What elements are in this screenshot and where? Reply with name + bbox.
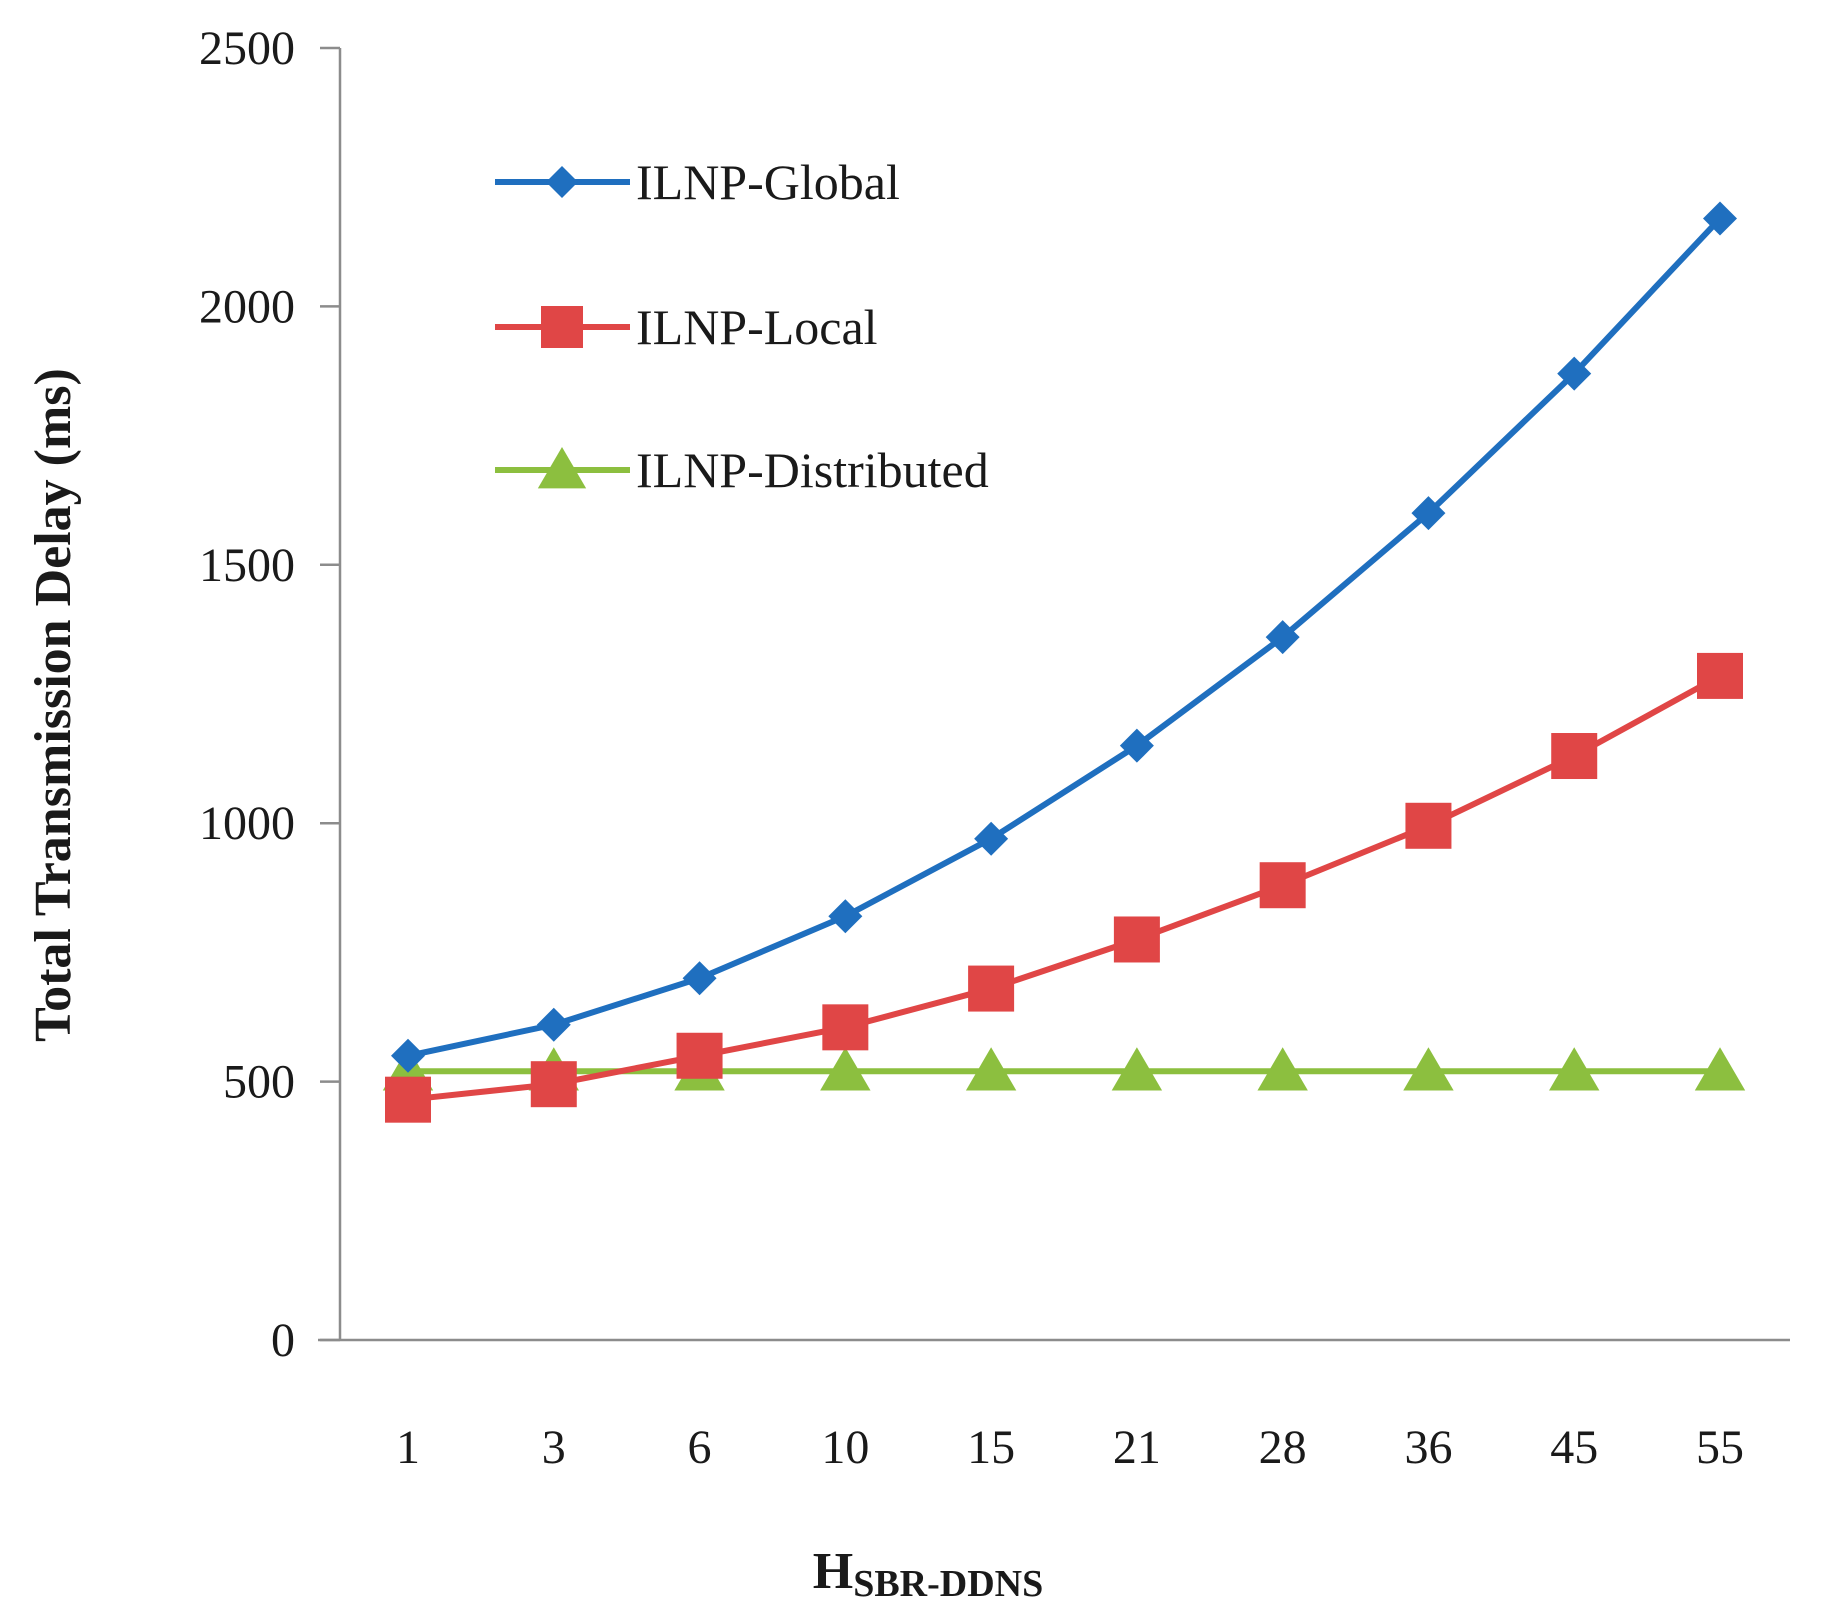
y-tick-label: 1000 <box>199 797 295 850</box>
data-point-diamond <box>1703 201 1737 236</box>
data-point-triangle <box>965 1047 1017 1091</box>
legend: ILNP-Global ILNP-Local ILNP-Distributed <box>495 154 989 498</box>
data-point-triangle <box>1111 1047 1163 1091</box>
data-point-diamond <box>1411 496 1446 531</box>
series-line <box>407 216 1723 1059</box>
data-point-triangle <box>1549 1047 1600 1091</box>
series-layer <box>382 201 1746 1123</box>
data-point-diamond <box>1265 620 1300 655</box>
data-point-square <box>1259 862 1306 909</box>
data-point-square <box>1113 916 1160 963</box>
data-point-square <box>676 1032 723 1079</box>
x-axis-title-subscript: SBR-DDNS <box>853 1563 1043 1605</box>
x-tick-label: 15 <box>967 1421 1015 1474</box>
data-point-diamond <box>828 899 863 934</box>
data-point-diamond <box>974 821 1009 856</box>
data-point-triangle <box>1403 1047 1454 1091</box>
y-tick-label: 2500 <box>199 22 295 75</box>
x-tick-label: 6 <box>688 1421 712 1474</box>
data-point-diamond <box>391 1038 425 1073</box>
x-axis-ticks: 1 3 6 10 15 21 28 36 45 55 <box>396 1421 1744 1474</box>
data-point-diamond <box>536 1007 571 1042</box>
series-ilnp-distributed <box>382 1047 1746 1091</box>
x-tick-label: 10 <box>821 1421 869 1474</box>
x-tick-label: 3 <box>542 1421 566 1474</box>
legend-label: ILNP-Local <box>636 299 878 355</box>
x-tick-label: 36 <box>1404 1421 1452 1474</box>
legend-item-ilnp-global: ILNP-Global <box>495 154 900 210</box>
y-tick-label: 0 <box>271 1314 295 1367</box>
x-tick-label: 28 <box>1259 1421 1307 1474</box>
series-ilnp-global <box>391 201 1737 1073</box>
y-tick-label: 2000 <box>199 280 295 333</box>
data-point-square <box>385 1076 431 1123</box>
y-tick-label: 500 <box>223 1056 295 1109</box>
x-axis-title: HSBR-DDNS <box>813 1543 1044 1605</box>
data-point-diamond <box>546 166 578 198</box>
y-axis-title: Total Transmission Delay (ms) <box>25 368 82 1042</box>
legend-label: ILNP-Distributed <box>636 442 989 498</box>
series-line <box>407 673 1722 1103</box>
data-point-triangle <box>1694 1047 1746 1091</box>
legend-item-ilnp-local: ILNP-Local <box>495 299 878 355</box>
x-tick-label: 45 <box>1550 1421 1598 1474</box>
y-axis-ticks: 0 500 1000 1500 2000 2500 <box>199 22 340 1367</box>
x-tick-label: 1 <box>396 1421 420 1474</box>
data-point-square <box>1405 802 1452 849</box>
data-point-triangle <box>1257 1047 1308 1091</box>
data-point-diamond <box>682 961 717 996</box>
data-point-triangle <box>537 447 587 489</box>
data-point-square <box>968 965 1015 1012</box>
data-point-square <box>530 1061 577 1108</box>
data-point-square <box>1697 652 1743 699</box>
data-point-square <box>541 306 583 348</box>
x-tick-label: 55 <box>1696 1421 1744 1474</box>
data-point-triangle <box>820 1047 871 1091</box>
legend-label: ILNP-Global <box>636 154 900 210</box>
axes <box>318 48 1790 1342</box>
x-axis-title-main: H <box>813 1543 853 1600</box>
y-tick-label: 1500 <box>199 539 295 592</box>
x-tick-label: 21 <box>1113 1421 1161 1474</box>
data-point-square <box>822 1004 869 1051</box>
data-point-diamond <box>1557 356 1592 391</box>
legend-item-ilnp-distributed: ILNP-Distributed <box>495 442 989 498</box>
series-ilnp-local <box>385 652 1743 1123</box>
data-point-square <box>1551 733 1598 780</box>
data-point-diamond <box>1119 728 1154 763</box>
